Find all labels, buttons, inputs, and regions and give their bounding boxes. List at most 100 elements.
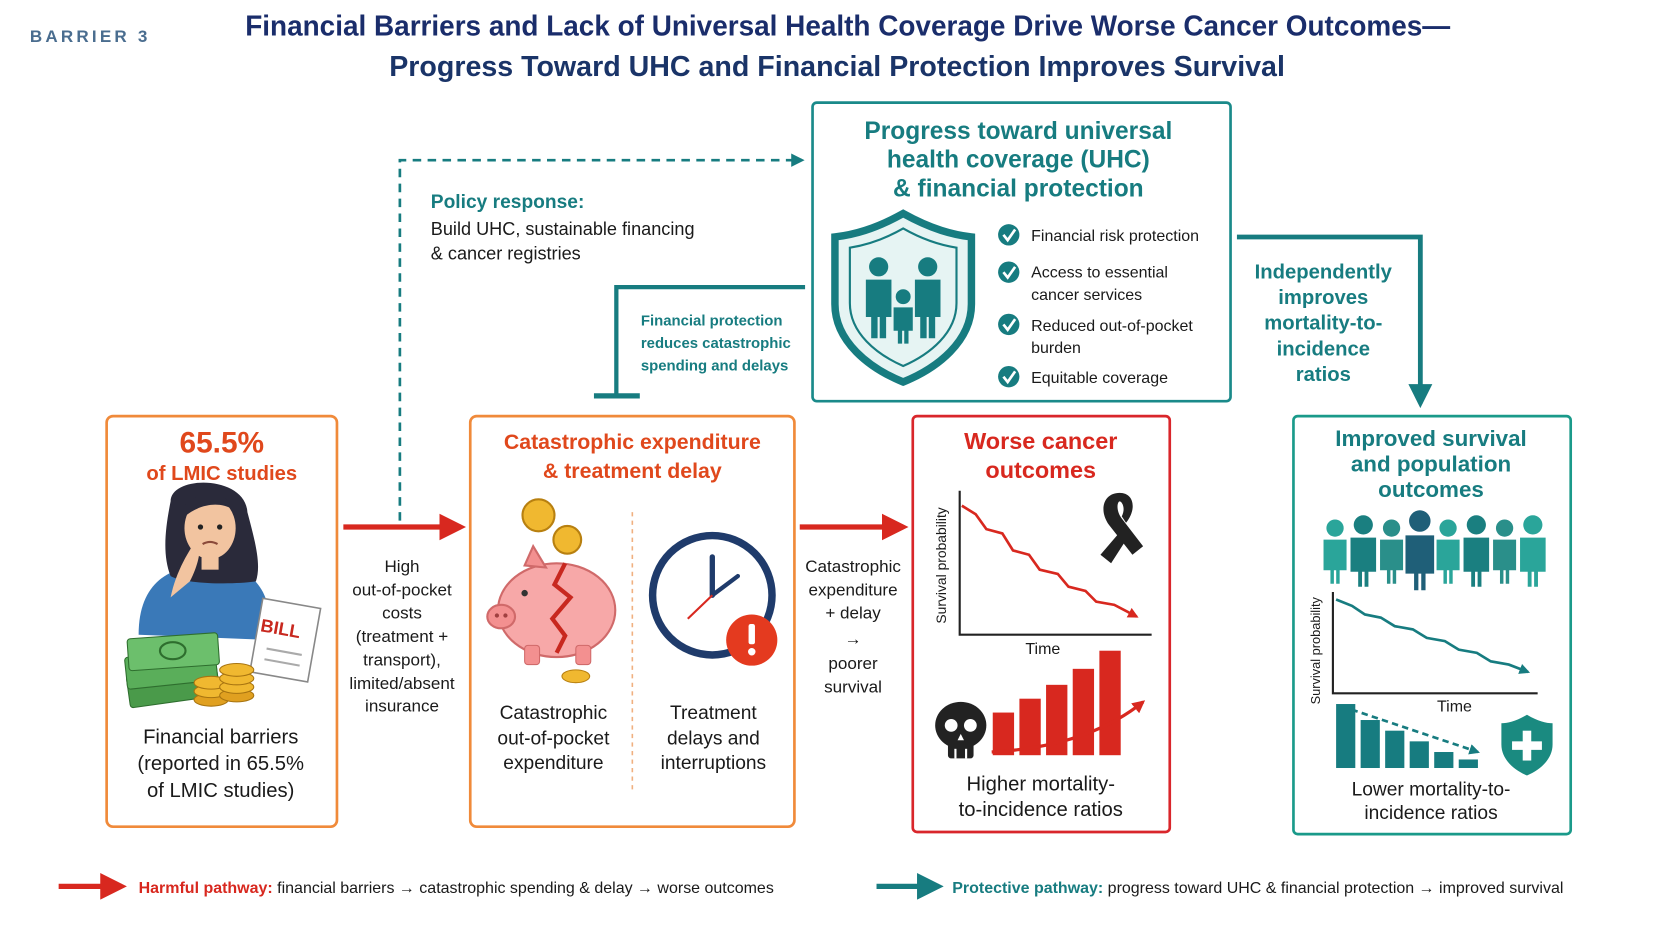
caption-line: expenditure [503, 753, 603, 774]
ribbon-icon-path [1100, 524, 1131, 564]
independent-label: mortality-to- [1264, 313, 1382, 335]
population-icon-path [1380, 539, 1404, 584]
legend-text: progress toward UHC & financial protecti… [1103, 880, 1563, 897]
title-line: Financial Barriers and Lack of Universal… [245, 10, 1450, 42]
arrow-label: limited/absent [349, 674, 454, 693]
population-icon-circle [1439, 519, 1457, 537]
mortality-illustration-rect [1360, 720, 1380, 769]
money-icon-line [264, 658, 300, 667]
population-icon-path [1405, 535, 1435, 591]
piggy-bank-icon-circle [552, 524, 583, 555]
mortality-illustration-ellipse [935, 701, 987, 749]
arrow-label: survival [824, 677, 882, 696]
ribbon-icon-path [1103, 492, 1144, 555]
population-icon-circle [1409, 510, 1431, 532]
feedback-arrow-path [614, 284, 806, 395]
population-icon-circle [1326, 519, 1344, 537]
caption-line: Catastrophic [500, 703, 608, 724]
piggy-bank-icon [486, 498, 617, 684]
uhc-title: health coverage (UHC) [887, 147, 1150, 174]
mortality-illustration-path [1341, 704, 1480, 755]
mortality-illustration-rect [1512, 741, 1542, 750]
policy-line: & cancer registries [431, 243, 581, 263]
clock-icon-circle [748, 648, 756, 656]
mortality-illustration-path [957, 733, 964, 741]
uhc-item: Reduced out-of-pocket [1031, 318, 1193, 335]
legend-entry: Protective pathway: progress toward UHC … [952, 880, 1563, 897]
policy-arrow [398, 153, 805, 521]
mortality-illustration-rect [992, 712, 1015, 756]
money-icon-ellipse [219, 662, 255, 677]
node-title: and population [1351, 452, 1511, 477]
worried-person-icon-rect [201, 554, 219, 570]
uhc-title: & financial protection [893, 175, 1144, 202]
independent-arrow-path [1236, 234, 1433, 409]
arrow-label: costs [382, 604, 422, 623]
mortality-illustration-rect [1072, 668, 1095, 756]
arrow-label: → [845, 629, 862, 648]
uhc-checklist-polyline [1002, 370, 1017, 385]
legend-label: Harmful pathway: [139, 880, 273, 897]
population-icon-path [1463, 537, 1490, 587]
mortality-illustration-circle [944, 718, 958, 732]
axis-label: Survival probability [933, 507, 949, 623]
piggy-bank-icon-rect [524, 644, 541, 666]
node-title: Improved survival [1335, 426, 1527, 451]
arrow-label: expenditure [809, 580, 898, 599]
survival-illustration-polyline [1331, 592, 1538, 695]
clock-icon-line [710, 573, 741, 598]
node-title: Catastrophic expenditure [504, 430, 761, 454]
stat-label: of LMIC studies [146, 463, 297, 485]
worried-person-icon [138, 482, 272, 641]
arrow-label: out-of-pocket [352, 580, 452, 599]
shield-icon-circle [869, 257, 889, 277]
piggy-bank-icon-ellipse [561, 669, 591, 684]
shield-icon-path [848, 227, 958, 368]
population-icon-circle [1466, 515, 1486, 535]
independent-label: incidence [1277, 338, 1370, 360]
worried-person-icon-path [202, 540, 219, 546]
axis-label: Survival probability [1308, 596, 1323, 704]
population-icon-circle [1523, 515, 1543, 535]
node-title: outcomes [985, 457, 1096, 483]
money-icon-rect [126, 632, 220, 672]
caption-line: interruptions [661, 753, 767, 774]
mortality-illustration-rect [1434, 752, 1454, 769]
feedback-label: reduces catastrophic [641, 335, 791, 352]
caption-line: incidence ratios [1364, 803, 1497, 824]
shield-icon-path [865, 279, 892, 339]
caption-line: (reported in 65.5% [137, 753, 304, 775]
uhc-title: Progress toward universal [864, 118, 1172, 145]
uhc-checklist-polyline [1002, 318, 1017, 332]
population-icon-path [1520, 537, 1546, 587]
worried-person-icon-circle [216, 524, 223, 530]
money-icon-ellipse [158, 641, 187, 661]
population-icon-circle [1353, 515, 1373, 535]
header: BARRIER 3 Financial Barriers and Lack of… [30, 10, 1451, 83]
independent-label: ratios [1296, 364, 1351, 386]
caption-line: Treatment [670, 703, 757, 724]
uhc-checklist-polyline [1002, 228, 1017, 243]
worried-person-icon-path [170, 538, 200, 598]
mortality-illustration: Lower mortality-to- incidence ratios [1336, 704, 1553, 824]
uhc-checklist-circle [998, 313, 1020, 336]
node-title: Worse cancer [964, 428, 1117, 454]
uhc-item: cancer services [1031, 287, 1142, 304]
survival-illustration-polyline [958, 490, 1152, 636]
feedback-label: spending and delays [641, 357, 788, 374]
arrow-label: transport), [363, 651, 441, 670]
money-icon-rect [248, 597, 322, 683]
mortality-illustration-rect [1019, 698, 1041, 756]
harmful-arrow: Catastrophic expenditure + delay → poore… [799, 513, 909, 696]
mortality-illustration-circle [963, 718, 977, 732]
independent-label: improves [1278, 287, 1368, 309]
uhc-checklist: Financial risk protection Access to esse… [998, 224, 1199, 388]
survival-illustration: Survival probability Time [1308, 592, 1538, 715]
mortality-illustration-path [991, 700, 1146, 754]
caption-line: of LMIC studies) [147, 780, 294, 802]
policy-arrow-path [398, 153, 805, 521]
shield-icon-path [914, 279, 941, 339]
worried-person-icon-path [183, 494, 237, 518]
axis-label: Time [1437, 698, 1472, 715]
